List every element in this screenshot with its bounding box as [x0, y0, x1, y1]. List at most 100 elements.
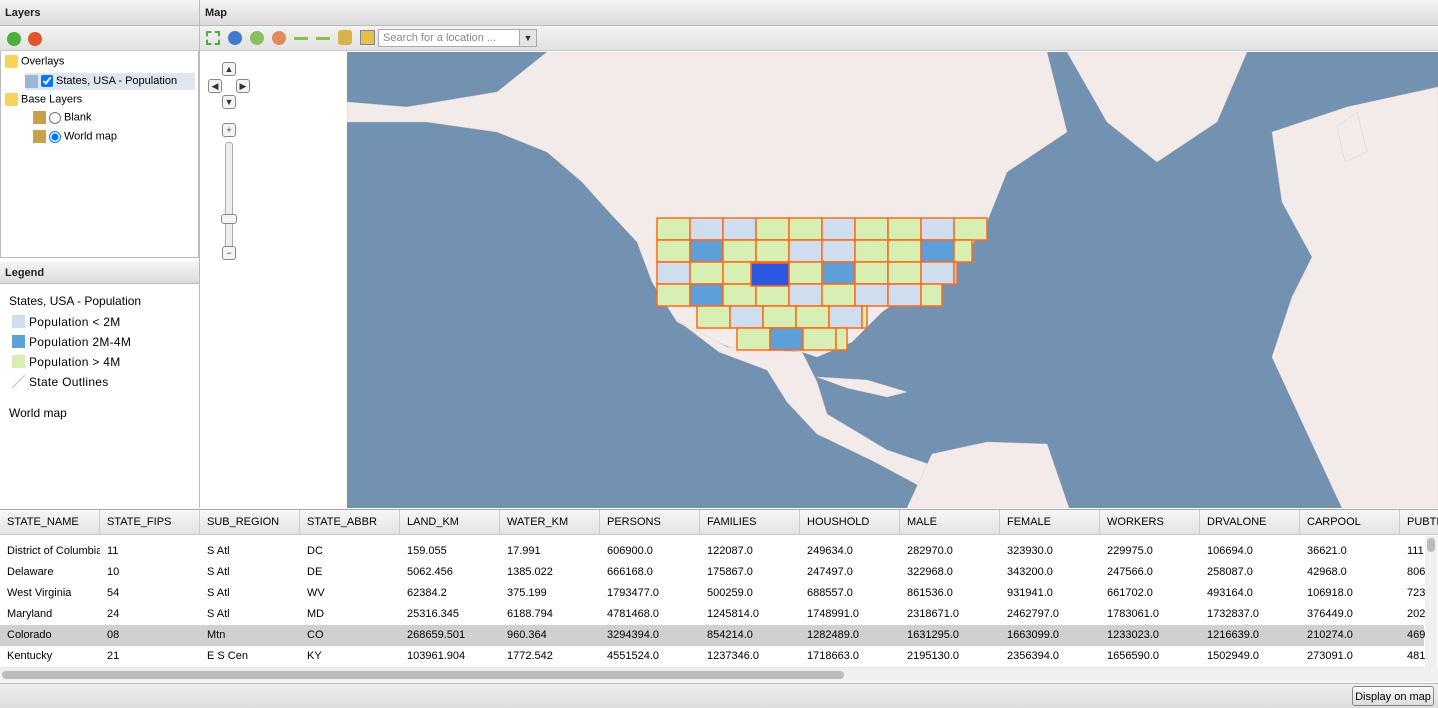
column-header[interactable]: MALE: [900, 510, 1000, 534]
state-shape[interactable]: [921, 284, 942, 306]
column-header[interactable]: PERSONS: [600, 510, 700, 534]
measure-button[interactable]: [338, 30, 352, 45]
state-shape[interactable]: [954, 240, 972, 262]
table-row[interactable]: Delaware10S AtlDE5062.4561385.022666168.…: [0, 562, 1424, 584]
state-shape[interactable]: [803, 328, 836, 350]
column-header[interactable]: STATE_NAME: [0, 510, 100, 534]
state-shape[interactable]: [954, 218, 987, 240]
layer-button[interactable]: [360, 30, 375, 45]
state-shape[interactable]: [789, 240, 822, 262]
state-shape[interactable]: [921, 218, 954, 240]
tree-layer[interactable]: States, USA - Population: [56, 75, 177, 87]
display-on-map-button[interactable]: Display on map: [1352, 686, 1434, 706]
state-shape[interactable]: [954, 262, 957, 284]
column-header[interactable]: CARPOOL: [1300, 510, 1400, 534]
zoom-handle[interactable]: [221, 214, 237, 224]
state-shape[interactable]: [822, 284, 855, 306]
column-header[interactable]: WATER_KM: [500, 510, 600, 534]
column-header[interactable]: STATE_ABBR: [300, 510, 400, 534]
table-row[interactable]: Colorado08MtnCO268659.501960.3643294394.…: [0, 625, 1424, 647]
info-button[interactable]: [228, 31, 242, 45]
search-box[interactable]: Search for a location ... ▼: [378, 29, 537, 47]
state-shape[interactable]: [763, 306, 796, 328]
state-shape[interactable]: [697, 306, 730, 328]
layer-radio[interactable]: [49, 112, 61, 124]
state-shape[interactable]: [723, 218, 756, 240]
zoom-out-button[interactable]: [272, 31, 286, 45]
state-shape[interactable]: [822, 262, 855, 284]
state-shape[interactable]: [921, 262, 954, 284]
state-shape[interactable]: [756, 240, 789, 262]
zoom-in[interactable]: +: [222, 123, 236, 137]
state-shape[interactable]: [690, 262, 723, 284]
state-shape[interactable]: [756, 218, 789, 240]
column-header[interactable]: FEMALE: [1000, 510, 1100, 534]
table-row[interactable]: Kentucky21E S CenKY103961.9041772.542455…: [0, 646, 1424, 668]
zoom-extent-button[interactable]: [206, 31, 220, 45]
tree-folder[interactable]: Overlays: [21, 55, 64, 67]
state-shape[interactable]: [789, 262, 822, 284]
layer-radio[interactable]: [49, 131, 61, 143]
zoom-slider[interactable]: [225, 142, 233, 249]
state-shape[interactable]: [723, 284, 756, 306]
zoom-out[interactable]: −: [222, 246, 236, 260]
state-shape[interactable]: [789, 218, 822, 240]
layer-checkbox[interactable]: [41, 75, 53, 87]
column-header[interactable]: SUB_REGION: [200, 510, 300, 534]
state-shape[interactable]: [888, 284, 921, 306]
state-shape[interactable]: [723, 240, 756, 262]
map[interactable]: [347, 52, 1438, 508]
state-shape[interactable]: [822, 218, 855, 240]
state-shape[interactable]: [657, 240, 690, 262]
state-shape[interactable]: [829, 306, 862, 328]
column-header[interactable]: LAND_KM: [400, 510, 500, 534]
column-header[interactable]: WORKERS: [1100, 510, 1200, 534]
state-shape[interactable]: [888, 262, 921, 284]
tree-folder[interactable]: Base Layers: [21, 93, 82, 105]
state-shape[interactable]: [737, 328, 770, 350]
pan-down[interactable]: ▼: [222, 95, 236, 109]
tree-layer[interactable]: Blank: [64, 111, 92, 123]
selected-state[interactable]: [751, 263, 789, 286]
horizontal-scrollbar[interactable]: [0, 668, 1438, 682]
state-shape[interactable]: [822, 240, 855, 262]
zoom-in-button[interactable]: [250, 31, 264, 45]
state-shape[interactable]: [855, 284, 888, 306]
back-button[interactable]: [294, 37, 308, 40]
vertical-scrollbar[interactable]: [1425, 536, 1437, 668]
state-shape[interactable]: [789, 284, 822, 306]
column-header[interactable]: FAMILIES: [700, 510, 800, 534]
state-shape[interactable]: [756, 284, 789, 306]
state-shape[interactable]: [855, 240, 888, 262]
state-shape[interactable]: [888, 240, 921, 262]
state-shape[interactable]: [770, 328, 803, 350]
remove-layer-button[interactable]: [28, 32, 42, 46]
table-row[interactable]: District of Columbia11S AtlDC159.05517.9…: [0, 541, 1424, 563]
table-row[interactable]: West Virginia54S AtlWV62384.2375.1991793…: [0, 583, 1424, 605]
state-shape[interactable]: [855, 218, 888, 240]
column-header[interactable]: STATE_FIPS: [100, 510, 200, 534]
state-shape[interactable]: [657, 284, 690, 306]
state-shape[interactable]: [888, 218, 921, 240]
pan-up[interactable]: ▲: [222, 62, 236, 76]
state-shape[interactable]: [730, 306, 763, 328]
forward-button[interactable]: [316, 37, 330, 40]
column-header[interactable]: HOUSHOLD: [800, 510, 900, 534]
state-shape[interactable]: [690, 240, 723, 262]
state-shape[interactable]: [657, 218, 690, 240]
state-shape[interactable]: [862, 306, 867, 328]
add-layer-button[interactable]: [7, 32, 21, 46]
state-shape[interactable]: [855, 262, 888, 284]
column-header[interactable]: PUBTI: [1400, 510, 1438, 534]
state-shape[interactable]: [836, 328, 847, 350]
search-dropdown[interactable]: ▼: [519, 30, 536, 46]
state-shape[interactable]: [657, 262, 690, 284]
state-shape[interactable]: [690, 218, 723, 240]
column-header[interactable]: DRVALONE: [1200, 510, 1300, 534]
state-shape[interactable]: [921, 240, 954, 262]
pan-left[interactable]: ◀: [208, 79, 222, 93]
pan-right[interactable]: ▶: [236, 79, 250, 93]
table-row[interactable]: Maryland24S AtlMD25316.3456188.794478146…: [0, 604, 1424, 626]
state-shape[interactable]: [796, 306, 829, 328]
state-shape[interactable]: [690, 284, 723, 306]
